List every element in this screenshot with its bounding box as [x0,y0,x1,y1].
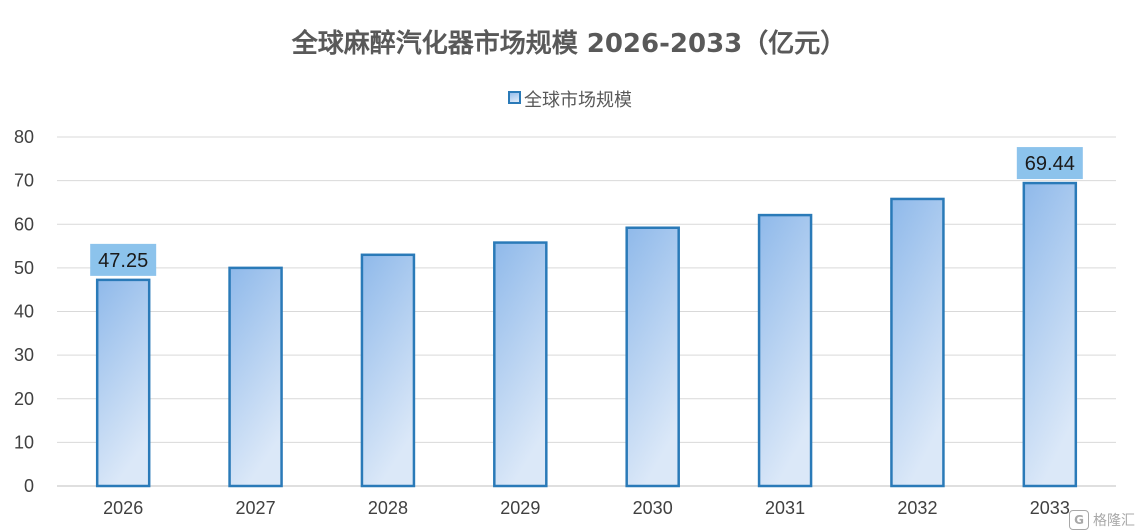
x-tick-label: 2027 [236,498,276,518]
bar-2032 [890,197,945,488]
y-tick-label: 20 [14,389,34,409]
bar-2029 [493,241,548,488]
watermark-text: 格隆汇 [1093,513,1135,529]
svg-text:69.44: 69.44 [1025,153,1075,175]
y-tick-label: 70 [14,171,34,191]
y-axis-ticks: 0 10 20 30 40 50 60 70 80 [14,127,34,496]
y-tick-label: 60 [14,214,34,234]
y-tick-label: 50 [14,258,34,278]
x-tick-label: 2029 [500,498,540,518]
bar-2030 [625,226,680,488]
gelonghui-logo-icon: G [1069,510,1089,530]
bar-2028 [360,253,416,488]
data-labels: 47.25 69.44 [90,147,1083,276]
bar-2033 [1022,181,1078,488]
bar-2026 [95,278,151,488]
x-tick-label: 2028 [368,498,408,518]
x-tick-label: 2030 [633,498,673,518]
data-label-2033: 69.44 [1016,147,1083,180]
legend-swatch-icon [508,91,521,104]
x-tick-label: 2026 [103,498,143,518]
bar-2031 [757,213,813,488]
x-tick-label: 2033 [1030,498,1070,518]
svg-text:47.25: 47.25 [98,250,148,272]
x-tick-label: 2032 [897,498,937,518]
data-label-2026: 47.25 [90,243,157,276]
y-tick-label: 40 [14,302,34,322]
gridlines [57,136,1116,487]
bar-2027 [228,266,283,488]
legend-label: 全球市场规模 [524,90,632,111]
bars [95,181,1078,488]
chart-title: 全球麻醉汽化器市场规模 2026-2033（亿元） [291,28,847,59]
y-tick-label: 10 [14,432,34,452]
y-tick-label: 30 [14,345,34,365]
x-axis-ticks: 2026 2027 2028 2029 2030 2031 2032 2033 [103,498,1070,518]
legend: 全球市场规模 [508,90,632,111]
y-tick-label: 0 [24,476,34,496]
y-tick-label: 80 [14,127,34,147]
watermark: G 格隆汇 [1069,510,1135,530]
x-tick-label: 2031 [765,498,805,518]
